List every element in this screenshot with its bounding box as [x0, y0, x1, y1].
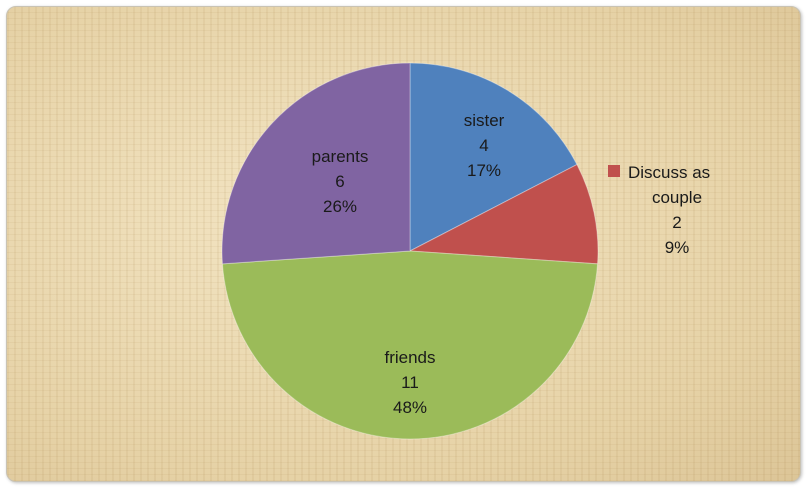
legend-marker: [608, 165, 620, 177]
pie-slices: [221, 62, 599, 440]
data-label-sister-count: 4: [479, 136, 488, 155]
data-label-friends-percent: 48%: [393, 398, 427, 417]
pie-slice-friends: [221, 250, 599, 440]
data-label-friends-count: 11: [401, 373, 419, 392]
legend-label-line-4: 9%: [665, 238, 690, 257]
legend-label-line-2: couple: [652, 188, 702, 207]
data-label-parents-name: parents: [312, 147, 369, 166]
legend: Discuss as couple 2 9%: [608, 163, 710, 257]
legend-label-line-1: Discuss as: [628, 163, 710, 182]
data-label-parents-percent: 26%: [323, 197, 357, 216]
pie-slice-discuss-as-couple: [408, 163, 599, 265]
data-label-friends-name: friends: [384, 348, 435, 367]
data-label-sister-name: sister: [464, 111, 505, 130]
pie-slice-sister: [409, 62, 578, 252]
legend-label-line-3: 2: [672, 213, 681, 232]
data-label-sister-percent: 17%: [467, 161, 501, 180]
data-label-parents-count: 6: [335, 172, 344, 191]
pie-slice-parents: [221, 62, 411, 265]
pie-labels: sister 4 17% friends 11 48% parents 6 26%: [312, 111, 505, 417]
